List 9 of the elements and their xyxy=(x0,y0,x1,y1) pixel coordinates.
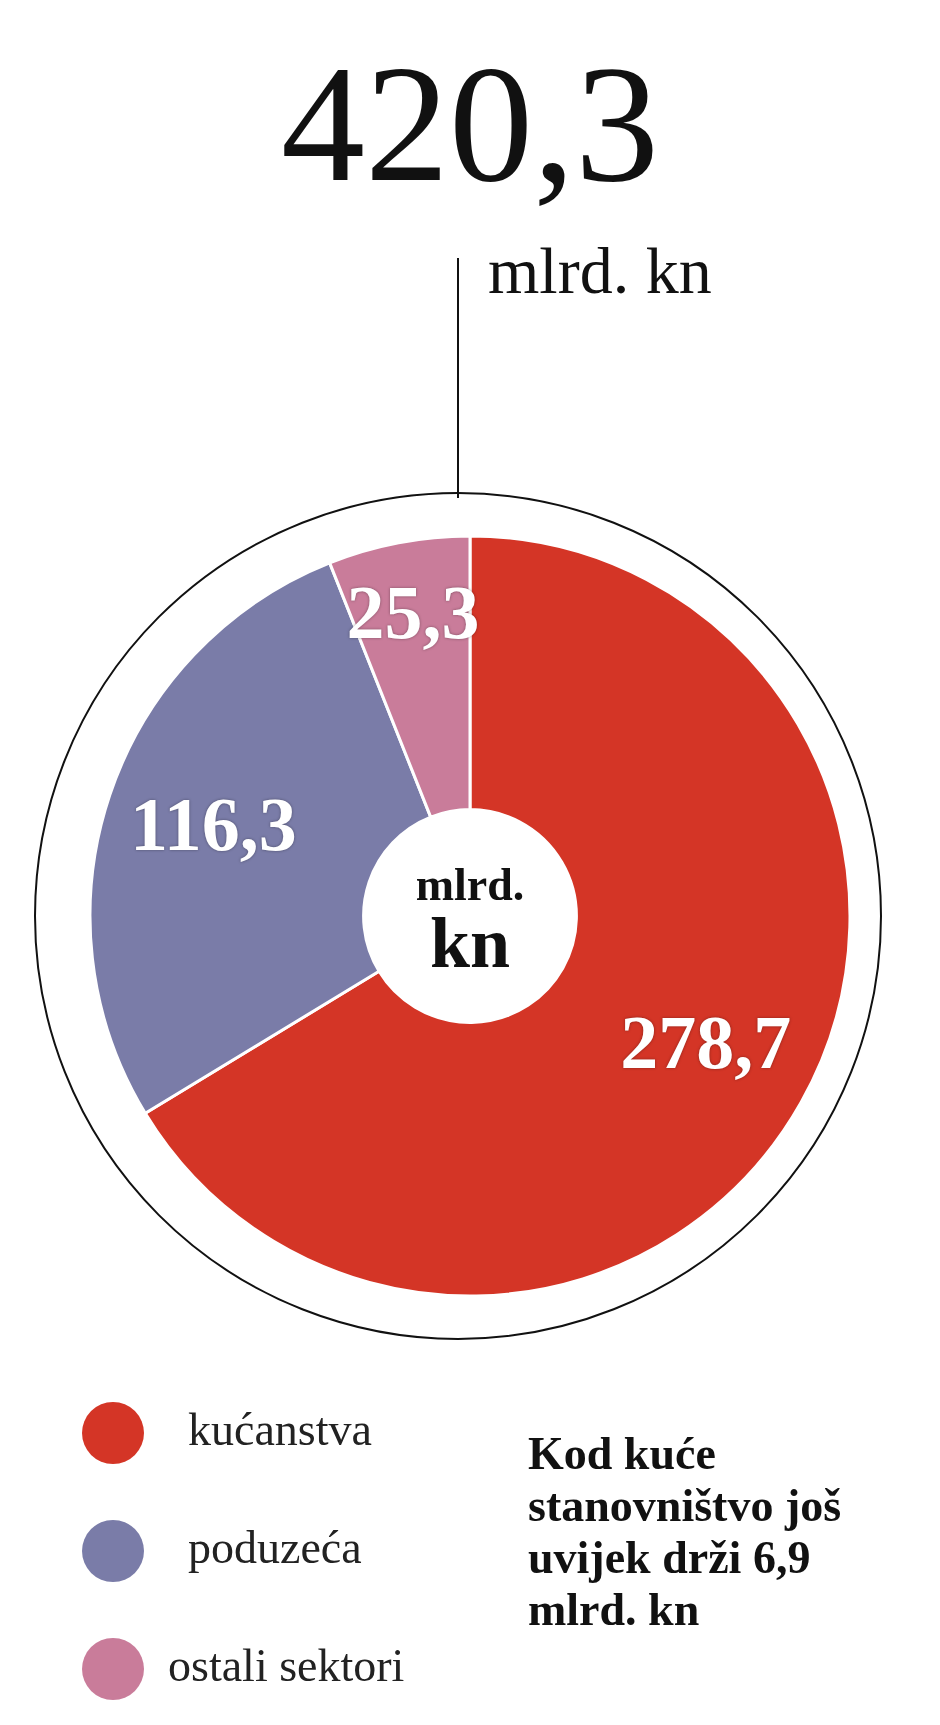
data-label: 278,7 xyxy=(620,1000,792,1085)
chart-subtitle: mlrd. kn xyxy=(488,234,712,307)
text: mlrd. kn xyxy=(415,858,525,983)
legend-label: poduzeća xyxy=(188,1522,362,1574)
data-label: 116,3 xyxy=(130,781,297,866)
text: Kod kuće stanovništvo još uvijek drži 6,9 mlrd. kn xyxy=(528,1428,843,1636)
legend-label: ostali sektori xyxy=(168,1640,405,1692)
legend-label: kućanstva xyxy=(188,1404,372,1456)
chart-title: 420,3 xyxy=(280,30,660,216)
